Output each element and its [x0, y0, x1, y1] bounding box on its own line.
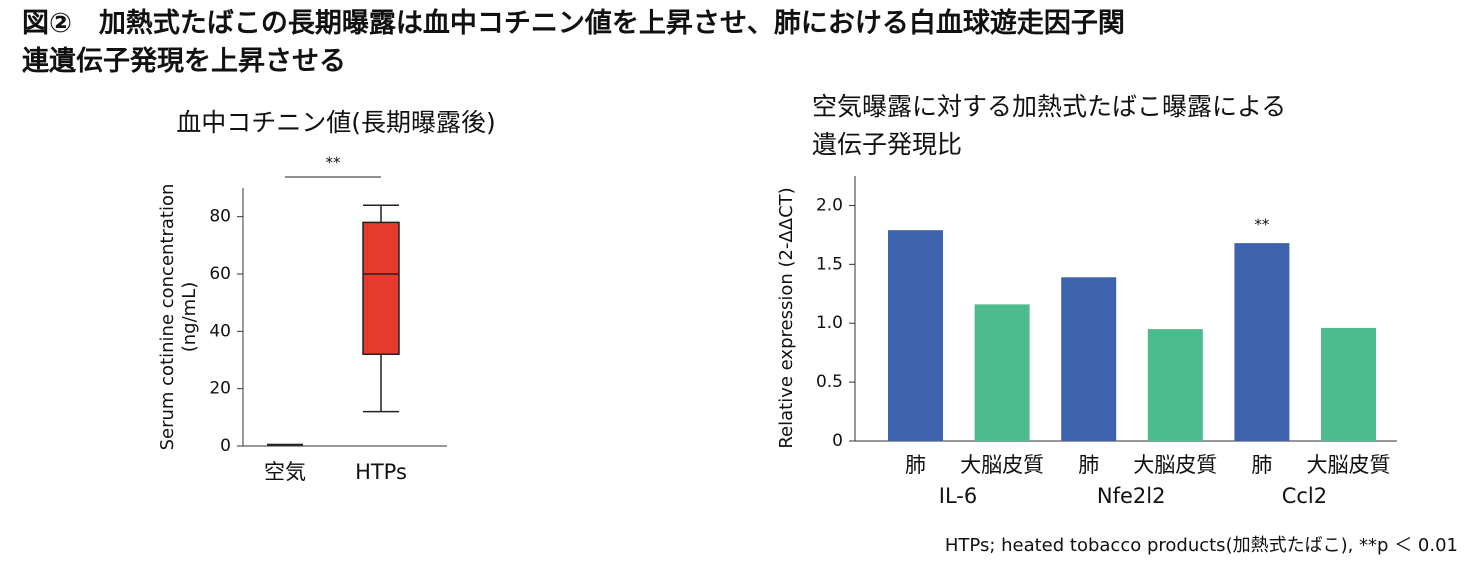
x-tick-label: 肺 — [1078, 453, 1099, 477]
y-tick-label: 1.0 — [816, 313, 843, 333]
x-tick-label: 大脳皮質 — [1133, 453, 1217, 477]
x-tick-label: 大脳皮質 — [960, 453, 1044, 477]
x-tick-label: 空気 — [264, 460, 306, 484]
y-tick-label: 1.5 — [816, 254, 843, 274]
y-tick-label: 0 — [832, 431, 843, 451]
x-tick-label: 肺 — [1251, 453, 1272, 477]
chart-title: 空気曝露に対する加熱式たばこ曝露による — [812, 92, 1286, 121]
bar — [888, 230, 943, 441]
figure-title: 連遺伝子発現を上昇させる — [22, 46, 346, 77]
bar — [1321, 327, 1376, 441]
bar — [1147, 329, 1203, 441]
y-tick-label: 0 — [220, 436, 231, 456]
significance-label: ** — [1254, 216, 1270, 234]
group-label: Ccl2 — [1282, 484, 1327, 508]
y-tick-label: 20 — [209, 379, 231, 399]
group-label: Nfe2l2 — [1097, 484, 1166, 508]
y-tick-label: 60 — [209, 264, 231, 284]
y-tick-label: 40 — [209, 321, 231, 341]
y-axis-label: (ng/mL) — [179, 282, 200, 353]
significance-label: ** — [326, 154, 342, 172]
bar — [974, 304, 1030, 441]
box — [362, 221, 400, 356]
chart-title: 血中コチニン値(長期曝露後) — [176, 108, 496, 137]
x-tick-label: 大脳皮質 — [1307, 453, 1391, 477]
y-axis-label: Serum cotinine concentration — [157, 184, 178, 451]
y-tick-label: 0.5 — [816, 372, 843, 392]
y-tick-label: 80 — [209, 207, 231, 227]
y-tick-label: 2.0 — [816, 195, 843, 215]
bar — [1061, 277, 1117, 441]
figure-title: 図② 加熱式たばこの長期曝露は血中コチニン値を上昇させ、肺における白血球遊走因子… — [22, 7, 1125, 39]
x-tick-label: 肺 — [905, 453, 926, 477]
bar — [1234, 243, 1290, 441]
footnote: HTPs; heated tobacco products(加熱式たばこ), *… — [945, 535, 1458, 556]
group-label: IL-6 — [939, 484, 977, 508]
chart-title: 遺伝子発現比 — [812, 130, 962, 159]
x-tick-label: HTPs — [355, 460, 407, 484]
y-axis-label: Relative expression (2-ΔΔCT) — [776, 187, 797, 448]
